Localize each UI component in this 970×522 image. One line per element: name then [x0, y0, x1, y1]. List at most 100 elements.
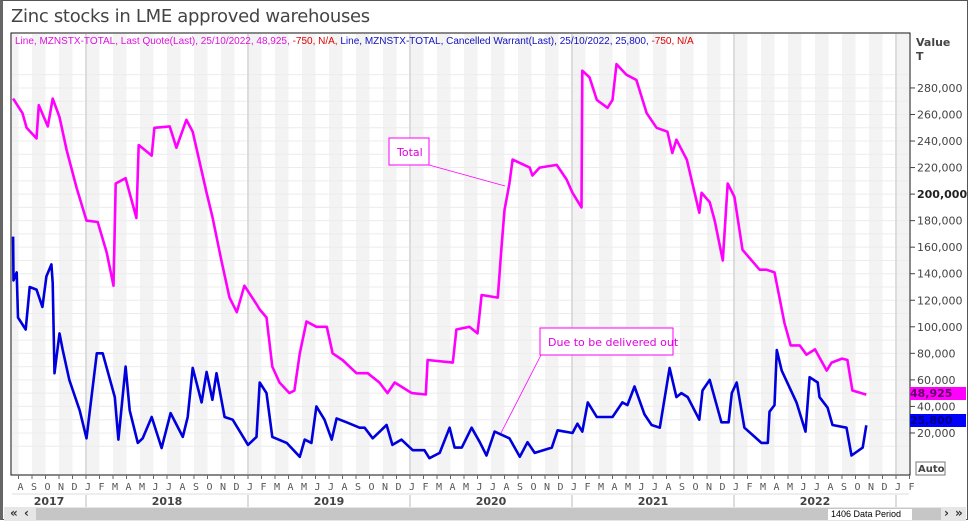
legend-total-change: -750, N/A,: [292, 36, 341, 47]
data-period-label: 1406 Data Period: [828, 509, 912, 520]
x-year-label: 2021: [638, 495, 669, 508]
auto-scale-label: Auto: [918, 464, 945, 475]
x-year-label: 2019: [314, 495, 345, 508]
month-stripe: [59, 34, 73, 474]
y-tick-label: 240,000: [917, 135, 963, 148]
month-stripe: [518, 34, 532, 474]
y-tick-label: 160,000: [917, 241, 963, 254]
annotation-total-box: [388, 137, 430, 166]
x-month-label: A: [287, 482, 293, 493]
scroll-first-button[interactable]: «: [10, 506, 18, 520]
month-stripe: [194, 34, 208, 474]
x-month-label: J: [652, 482, 658, 493]
x-month-label: M: [139, 482, 145, 493]
month-stripe: [248, 34, 262, 474]
x-month-label: A: [179, 482, 185, 493]
month-stripe: [356, 34, 370, 474]
month-stripe: [167, 34, 181, 474]
x-month-label: D: [71, 482, 77, 493]
y-tick-label: 100,000: [917, 321, 963, 334]
last-value-cancelled: 25,800: [910, 414, 966, 427]
x-month-label: J: [314, 482, 320, 493]
month-stripe: [86, 34, 100, 474]
x-month-label: A: [449, 482, 455, 493]
x-month-label: N: [868, 482, 874, 493]
month-stripe: [734, 34, 748, 474]
y-tick-label: 120,000: [917, 294, 963, 307]
month-stripe: [788, 34, 802, 474]
month-stripes: [12, 34, 909, 474]
x-month-label: J: [800, 482, 806, 493]
x-year-label: 2017: [34, 495, 65, 508]
y-axis: 20,000 40,000 60,000 80,000 100,000 120,000 14…: [910, 82, 967, 440]
x-month-label: A: [773, 482, 779, 493]
x-month-label: J: [328, 482, 334, 493]
x-month-label: N: [544, 482, 550, 493]
x-month-label: S: [355, 482, 361, 493]
x-month-label: M: [625, 482, 631, 493]
month-stripe: [302, 34, 316, 474]
x-month-label: M: [436, 482, 442, 493]
x-month-label: O: [206, 482, 212, 493]
x-year-label: 2022: [800, 495, 831, 508]
x-month-label: F: [260, 482, 266, 493]
x-month-label: O: [692, 482, 698, 493]
legend: Line, MZNSTX-TOTAL, Last Quote(Last), 25…: [15, 36, 694, 47]
chart-title: Zinc stocks in LME approved warehouses: [11, 6, 370, 27]
scroll-last-button[interactable]: »: [955, 506, 963, 520]
scroll-track[interactable]: 1406 Data Period: [36, 508, 941, 520]
y-tick-label: 80,000: [917, 347, 956, 360]
x-month-label: S: [679, 482, 685, 493]
month-stripe: [140, 34, 154, 474]
x-month-label: J: [152, 482, 158, 493]
annotation-delivered-label: Due to be delivered out: [548, 336, 679, 349]
legend-cancelled-change: -750, N/A: [651, 36, 694, 47]
month-stripe: [761, 34, 775, 474]
time-scrollbar[interactable]: « ‹ 1406 Data Period › »: [4, 506, 966, 521]
y-axis-unit: T: [916, 50, 924, 63]
x-month-label: O: [368, 482, 374, 493]
month-stripe: [410, 34, 424, 474]
scroll-prev-button[interactable]: ‹: [24, 506, 29, 520]
month-stripe: [626, 34, 640, 474]
y-tick-label: 140,000: [917, 268, 963, 281]
month-stripe: [464, 34, 478, 474]
month-stripe: [221, 34, 235, 474]
series-layer: [11, 62, 868, 460]
last-value-total: 48,925: [910, 387, 966, 400]
month-stripe: [383, 34, 397, 474]
month-stripe: [113, 34, 127, 474]
month-stripe: [842, 34, 856, 474]
x-month-label: F: [584, 482, 590, 493]
x-month-label: A: [611, 482, 617, 493]
x-month-label: D: [233, 482, 239, 493]
x-month-label: F: [422, 482, 428, 493]
annotation-delivered-box: [539, 327, 674, 356]
month-stripe: [437, 34, 451, 474]
month-stripe: [653, 34, 667, 474]
x-month-label: M: [274, 482, 280, 493]
month-stripe: [896, 34, 909, 474]
x-month-label: N: [706, 482, 712, 493]
y-tick-label: 60,000: [917, 374, 956, 387]
month-stripe: [869, 34, 883, 474]
x-month-label: D: [719, 482, 725, 493]
x-year-label: 2020: [476, 495, 507, 508]
month-stripe: [275, 34, 289, 474]
month-stripe: [12, 34, 19, 474]
x-month-label: M: [112, 482, 118, 493]
x-month-label: M: [463, 482, 469, 493]
year-gridlines: [85, 34, 897, 474]
auto-scale-button[interactable]: [915, 461, 946, 476]
x-month-label: F: [98, 482, 104, 493]
x-month-label: A: [827, 482, 833, 493]
annotation-delivered-leader: [500, 354, 542, 434]
month-stripe: [32, 34, 46, 474]
x-month-label: A: [125, 482, 131, 493]
x-month-label: A: [341, 482, 347, 493]
scroll-next-button[interactable]: ›: [944, 506, 949, 520]
x-month-label: J: [247, 482, 253, 493]
month-stripe: [491, 34, 505, 474]
x-month-label: J: [895, 482, 901, 493]
